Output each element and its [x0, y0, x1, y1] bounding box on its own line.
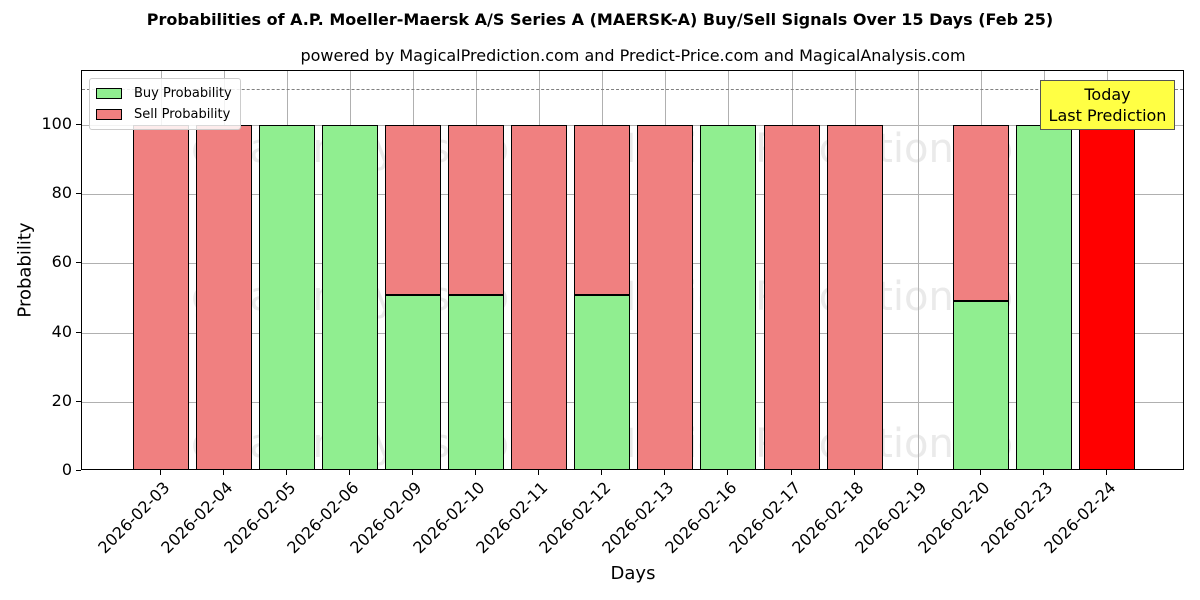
bar-buy [384, 294, 441, 469]
x-tick-mark [475, 470, 476, 475]
legend-item-buy: Buy Probability [96, 83, 232, 104]
gridline-horizontal [82, 401, 1183, 403]
y-tick-mark [76, 262, 81, 264]
bar-buy [448, 294, 504, 469]
bar-sell [1079, 125, 1135, 469]
x-tick-mark [916, 470, 918, 475]
bar-sell [574, 125, 631, 295]
legend-label-sell: Sell Probability [134, 107, 231, 122]
x-tick-mark [348, 470, 350, 475]
gridline-horizontal [82, 194, 1183, 196]
x-tick-mark [979, 470, 981, 475]
y-axis-label: Probability [14, 222, 36, 318]
x-tick-mark [664, 470, 666, 475]
legend: Buy Probability Sell Probability [89, 78, 241, 130]
y-tick-label: 40 [51, 321, 72, 341]
chart-subtitle: powered by MagicalPrediction.com and Pre… [300, 46, 966, 65]
y-tick-label: 100 [41, 114, 72, 133]
bar-sell [637, 125, 694, 469]
plot-area: MagicalAnalysis.com MagicalPrediction.co… [81, 70, 1184, 470]
annotation-line-2: Last Prediction [1048, 106, 1167, 125]
bar-buy [952, 301, 1009, 469]
gridline-horizontal [82, 332, 1183, 334]
x-tick-mark [790, 470, 792, 475]
bar-buy [258, 125, 315, 469]
bar-buy [1015, 125, 1072, 469]
y-tick-mark [76, 331, 81, 333]
y-tick-label: 60 [51, 252, 72, 272]
bar-sell [511, 125, 568, 469]
bar-buy [574, 294, 631, 469]
x-tick-mark [159, 470, 161, 475]
bar-buy [321, 125, 378, 469]
bar-sell [132, 125, 189, 469]
y-tick-label: 20 [51, 390, 72, 410]
x-tick-mark [285, 470, 287, 475]
y-tick-mark [76, 400, 81, 402]
y-tick-label: 80 [51, 183, 72, 203]
legend-swatch-buy [96, 88, 122, 99]
bar-sell [448, 125, 504, 295]
bar-sell [195, 125, 252, 469]
y-tick-label: 0 [61, 460, 72, 479]
x-tick-mark [1106, 470, 1107, 475]
x-tick-mark [853, 470, 855, 475]
legend-swatch-sell [96, 109, 122, 120]
gridline-vertical [917, 71, 919, 469]
bar-buy [700, 125, 757, 469]
x-tick-mark [538, 470, 540, 475]
x-tick-mark [601, 470, 603, 475]
bar-sell [826, 125, 883, 469]
chart-title: Probabilities of A.P. Moeller-Maersk A/S… [146, 10, 1054, 29]
reference-line [82, 89, 1183, 90]
y-tick-mark [76, 124, 81, 125]
bar-sell [763, 125, 820, 469]
today-annotation: Today Last Prediction [1040, 80, 1175, 130]
legend-label-buy: Buy Probability [134, 86, 232, 101]
bar-sell [384, 125, 441, 295]
x-axis-label: Days [610, 563, 656, 584]
gridline-horizontal [82, 125, 1183, 126]
bar-sell [952, 125, 1009, 302]
legend-item-sell: Sell Probability [96, 104, 232, 125]
x-tick-mark [222, 470, 224, 475]
x-tick-mark [411, 470, 413, 475]
annotation-line-1: Today [1084, 85, 1131, 104]
gridline-horizontal [82, 263, 1183, 265]
y-tick-mark [76, 470, 81, 471]
x-tick-mark [727, 470, 729, 475]
x-tick-mark [1042, 470, 1044, 475]
y-tick-mark [76, 193, 81, 195]
